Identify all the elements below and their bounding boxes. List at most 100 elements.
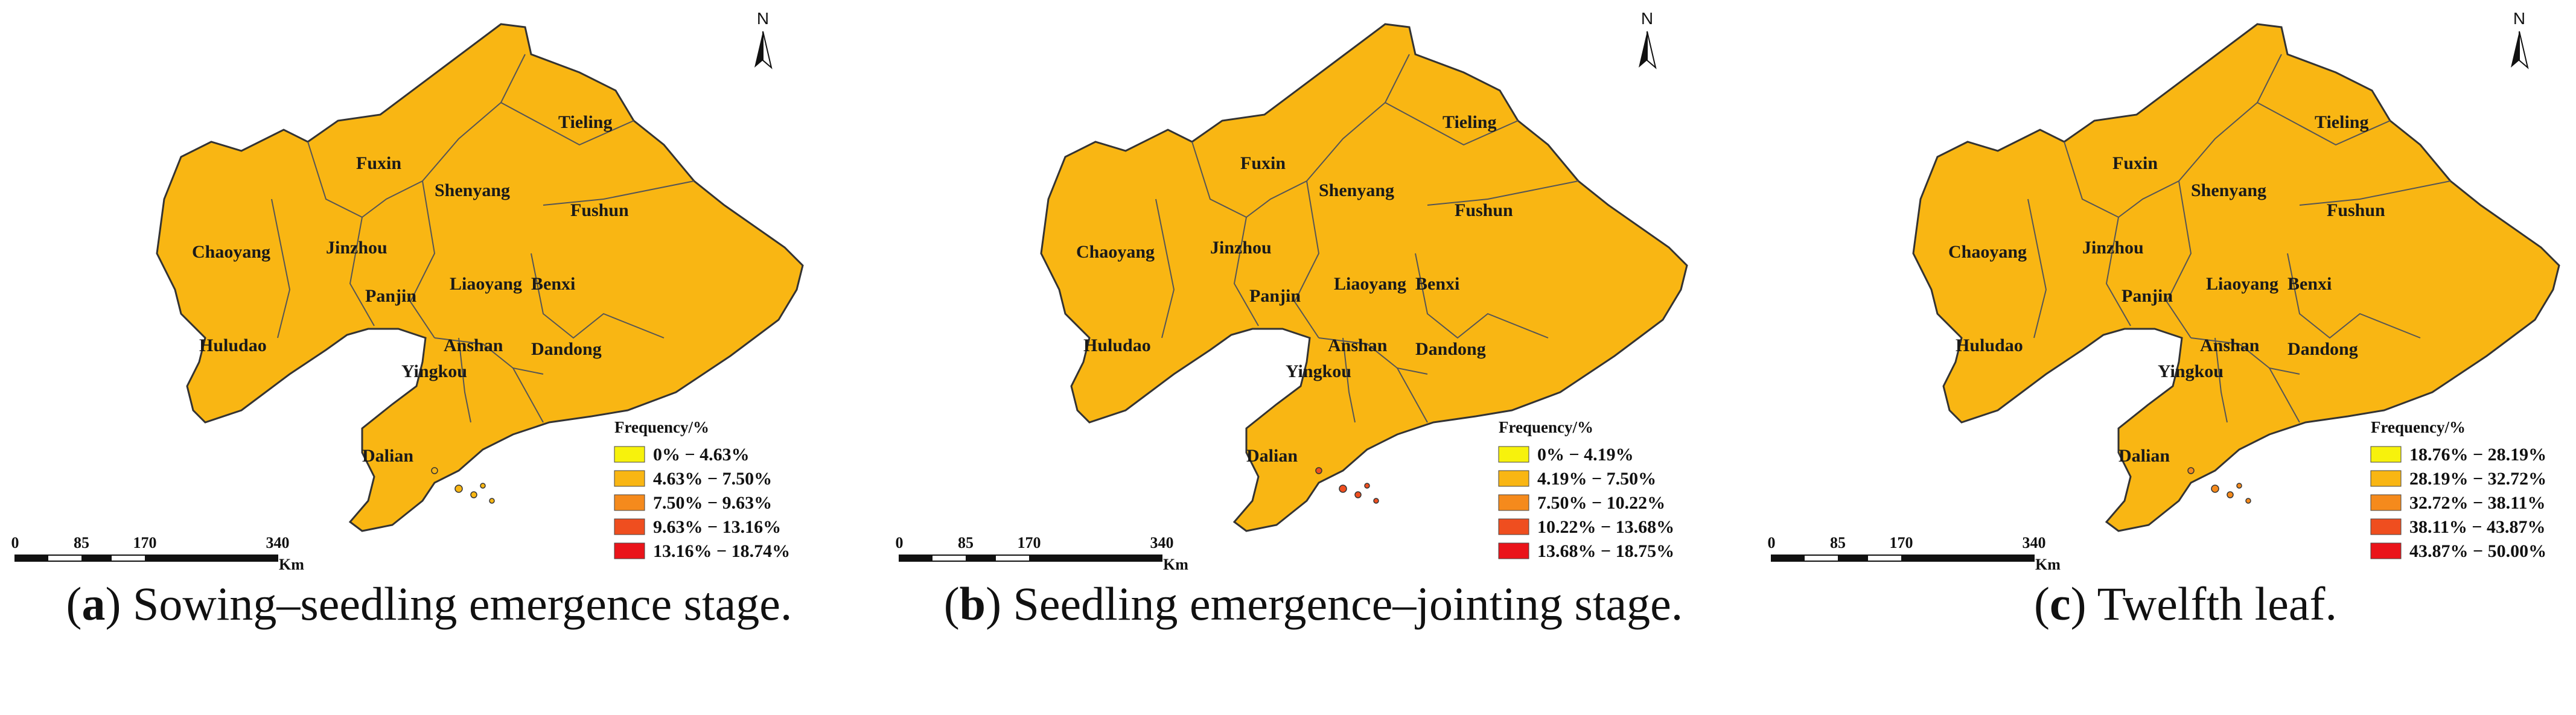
svg-text:Frequency/%: Frequency/% bbox=[1499, 418, 1593, 436]
legend-label: 4.19% − 7.50% bbox=[1537, 469, 1656, 489]
label-jinzhou: Jinzhou bbox=[1210, 238, 1272, 258]
svg-text:85: 85 bbox=[1830, 534, 1846, 551]
svg-text:N: N bbox=[757, 9, 769, 28]
label-chaoyang: Chaoyang bbox=[1076, 242, 1155, 262]
label-yingkou: Yingkou bbox=[2158, 361, 2224, 381]
label-liaoyang: Liaoyang bbox=[450, 274, 522, 294]
legend-label: 9.63% − 13.16% bbox=[653, 517, 781, 537]
legend-swatch bbox=[1498, 542, 1529, 559]
scale-bar: 0 85 170 340 Km bbox=[896, 534, 1189, 573]
label-benxi: Benxi bbox=[531, 274, 575, 294]
svg-text:Km: Km bbox=[279, 556, 304, 573]
caption-c: (c) Twelfth leaf. bbox=[2033, 577, 2338, 630]
map-c: Tieling Fuxin Shenyang Fushun Chaoyang J… bbox=[1768, 9, 2560, 573]
svg-text:N: N bbox=[1641, 9, 1653, 28]
svg-text:170: 170 bbox=[1890, 534, 1913, 551]
label-yingkou: Yingkou bbox=[1286, 361, 1351, 381]
legend-swatch bbox=[2370, 470, 2402, 487]
legend-swatch bbox=[614, 542, 645, 559]
legend-swatch bbox=[1498, 470, 1529, 487]
islands bbox=[1315, 467, 1379, 504]
svg-text:N: N bbox=[2513, 9, 2525, 28]
label-fushun: Fushun bbox=[1455, 200, 1513, 220]
label-fuxin: Fuxin bbox=[1240, 153, 1286, 173]
legend-swatch bbox=[2370, 518, 2402, 535]
legend-label: 38.11% − 43.87% bbox=[2409, 517, 2545, 537]
label-huludao: Huludao bbox=[1083, 335, 1151, 355]
legend-label: 0% − 4.63% bbox=[653, 445, 750, 465]
legend-swatch bbox=[2370, 446, 2402, 463]
label-jinzhou: Jinzhou bbox=[326, 238, 387, 258]
legend-label: 13.16% − 18.74% bbox=[653, 541, 790, 561]
svg-text:170: 170 bbox=[1018, 534, 1041, 551]
legend-label: 7.50% − 10.22% bbox=[1537, 493, 1665, 513]
svg-text:Frequency/%: Frequency/% bbox=[614, 418, 709, 436]
label-jinzhou: Jinzhou bbox=[2082, 238, 2144, 258]
svg-text:0: 0 bbox=[896, 534, 904, 551]
svg-text:85: 85 bbox=[958, 534, 974, 551]
north-arrow-icon: N bbox=[754, 9, 773, 69]
svg-text:85: 85 bbox=[74, 534, 89, 551]
scale-bar: 0 85 170 340 Km bbox=[11, 534, 305, 573]
legend: Frequency/% 0% − 4.19% 4.19% − 7.50% 7.5… bbox=[1498, 418, 1674, 561]
map-panel-c: Tieling Fuxin Shenyang Fushun Chaoyang J… bbox=[1756, 0, 2576, 715]
label-panjin: Panjin bbox=[1249, 286, 1301, 306]
north-arrow-icon: N bbox=[2511, 9, 2529, 69]
islands bbox=[431, 467, 495, 504]
legend-label: 13.68% − 18.75% bbox=[1537, 541, 1674, 561]
svg-text:340: 340 bbox=[266, 534, 290, 551]
label-tieling: Tieling bbox=[2315, 112, 2368, 132]
svg-text:Frequency/%: Frequency/% bbox=[2371, 418, 2466, 436]
legend-label: 28.19% − 32.72% bbox=[2409, 469, 2546, 489]
legend-swatch bbox=[614, 446, 645, 463]
label-anshan: Anshan bbox=[444, 335, 503, 355]
legend-label: 43.87% − 50.00% bbox=[2409, 541, 2546, 561]
svg-text:340: 340 bbox=[1150, 534, 1174, 551]
label-liaoyang: Liaoyang bbox=[1334, 274, 1406, 294]
legend-label: 7.50% − 9.63% bbox=[653, 493, 772, 513]
label-anshan: Anshan bbox=[1328, 335, 1388, 355]
legend: Frequency/% 0% − 4.63% 4.63% − 7.50% 7.5… bbox=[614, 418, 790, 561]
scale-bar: 0 85 170 340 Km bbox=[1768, 534, 2061, 573]
label-dandong: Dandong bbox=[531, 339, 602, 359]
legend-label: 32.72% − 38.11% bbox=[2409, 493, 2545, 513]
label-dalian: Dalian bbox=[2119, 446, 2170, 466]
label-benxi: Benxi bbox=[1415, 274, 1459, 294]
label-chaoyang: Chaoyang bbox=[192, 242, 270, 262]
legend-swatch bbox=[614, 518, 645, 535]
label-shenyang: Shenyang bbox=[2191, 180, 2266, 200]
label-anshan: Anshan bbox=[2200, 335, 2260, 355]
label-dandong: Dandong bbox=[1415, 339, 1486, 359]
legend-label: 10.22% − 13.68% bbox=[1537, 517, 1674, 537]
legend-swatch bbox=[2370, 494, 2402, 511]
city-boundaries bbox=[2027, 54, 2451, 423]
legend-swatch bbox=[1498, 518, 1529, 535]
label-shenyang: Shenyang bbox=[1319, 180, 1394, 200]
legend-label: 18.76% − 28.19% bbox=[2409, 445, 2546, 465]
label-dandong: Dandong bbox=[2287, 339, 2358, 359]
label-dalian: Dalian bbox=[1246, 446, 1298, 466]
map-b: Tieling Fuxin Shenyang Fushun Chaoyang J… bbox=[896, 9, 1688, 573]
label-dalian: Dalian bbox=[362, 446, 413, 466]
label-huludao: Huludao bbox=[199, 335, 267, 355]
label-tieling: Tieling bbox=[558, 112, 612, 132]
svg-text:0: 0 bbox=[11, 534, 19, 551]
islands bbox=[2187, 467, 2251, 504]
caption-a: (a) Sowing–seedling emergence stage. bbox=[66, 577, 792, 630]
map-panel-b: Tieling Fuxin Shenyang Fushun Chaoyang J… bbox=[884, 0, 1742, 715]
label-liaoyang: Liaoyang bbox=[2206, 274, 2278, 294]
legend-swatch bbox=[1498, 446, 1529, 463]
label-fuxin: Fuxin bbox=[2112, 153, 2158, 173]
label-huludao: Huludao bbox=[1956, 335, 2023, 355]
label-fushun: Fushun bbox=[570, 200, 629, 220]
label-yingkou: Yingkou bbox=[401, 361, 467, 381]
legend-label: 0% − 4.19% bbox=[1537, 445, 1634, 465]
label-chaoyang: Chaoyang bbox=[1948, 242, 2027, 262]
label-benxi: Benxi bbox=[2287, 274, 2332, 294]
legend-swatch bbox=[614, 470, 645, 487]
legend-swatch bbox=[1498, 494, 1529, 511]
city-boundaries bbox=[271, 54, 695, 423]
legend-swatch bbox=[614, 494, 645, 511]
svg-text:0: 0 bbox=[1768, 534, 1776, 551]
label-fushun: Fushun bbox=[2327, 200, 2385, 220]
